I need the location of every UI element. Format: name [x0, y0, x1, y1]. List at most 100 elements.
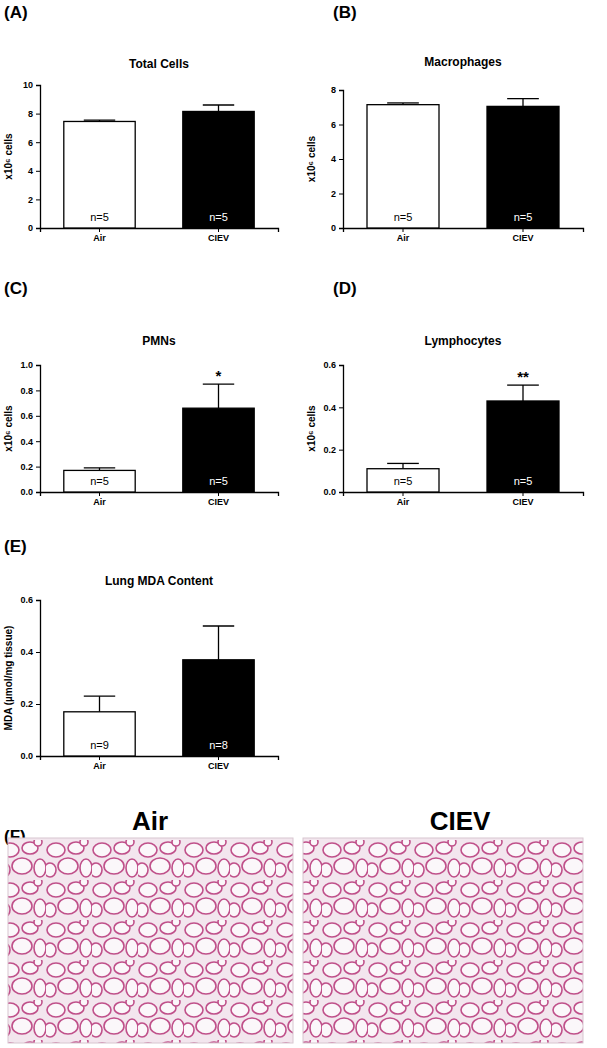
y-axis-title: x10⁶ cells — [306, 405, 317, 452]
y-tick-label: 0.4 — [20, 437, 33, 447]
error-bar — [387, 463, 419, 468]
y-tick: 0.2 — [20, 462, 40, 472]
n-label: n=5 — [90, 475, 109, 487]
bar — [64, 121, 135, 228]
panel: (D)Lymphocytes0.00.20.40.6x10⁶ cellsAirC… — [306, 279, 584, 507]
n-label: n=5 — [394, 475, 413, 487]
significance: ** — [517, 368, 529, 385]
y-tick-mark — [36, 467, 40, 468]
y-tick: 0.0 — [20, 751, 40, 761]
y-axis-title: x10⁶ cells — [306, 135, 317, 182]
image-label: Air — [132, 806, 168, 836]
y-tick-label: 0.0 — [323, 487, 336, 497]
y-axis-title: x10⁶ cells — [3, 133, 14, 180]
error-bar — [507, 99, 539, 107]
y-tick-mark — [36, 441, 40, 442]
error-cap — [507, 98, 539, 99]
y-tick-mark — [36, 416, 40, 417]
y-tick-mark — [36, 704, 40, 705]
y-tick: 1.0 — [20, 360, 40, 370]
n-label: n=9 — [90, 739, 109, 751]
y-axis-line — [36, 86, 41, 229]
significance: * — [216, 367, 222, 384]
y-axis-line — [36, 601, 41, 757]
y-tick-label: 8 — [28, 109, 33, 119]
y-tick-mark — [36, 600, 40, 601]
panel: (C)PMNs0.00.20.40.60.81.0x10⁶ cellsAirCI… — [3, 279, 279, 507]
y-tick-label: 0.8 — [20, 386, 33, 396]
y-tick-mark — [36, 365, 40, 366]
x-tick-label: CIEV — [208, 761, 229, 771]
y-tick-mark — [36, 492, 40, 493]
x-axis: AirCIEV — [41, 228, 279, 243]
panel: (A)Total Cells0246810x10⁶ cellsAirCIEVn=… — [3, 3, 279, 243]
y-tick-mark — [339, 90, 343, 91]
error-stem — [218, 105, 219, 111]
x-tick-label: Air — [397, 233, 410, 243]
y-tick: 4 — [331, 154, 343, 164]
y-tick: 6 — [28, 138, 40, 148]
x-tick-label: CIEV — [512, 233, 533, 243]
error-stem — [99, 696, 100, 712]
x-tick: Air — [397, 492, 410, 507]
y-tick-mark — [36, 390, 40, 391]
x-tick-label: CIEV — [512, 497, 533, 507]
y-tick-label: 0.4 — [20, 647, 33, 657]
x-tick-label: Air — [93, 497, 106, 507]
y-tick-label: 6 — [28, 138, 33, 148]
y-tick-label: 6 — [331, 120, 336, 130]
y-tick: 0.6 — [323, 360, 343, 370]
y-tick-mark — [36, 199, 40, 200]
y-tick-mark — [339, 228, 343, 229]
y-tick: 0 — [28, 223, 40, 233]
y-tick: 0.4 — [323, 403, 343, 413]
y-axis-line — [36, 366, 41, 493]
error-cap — [387, 102, 419, 103]
x-tick: CIEV — [208, 492, 229, 507]
panel-label: (C) — [4, 279, 28, 298]
y-tick-mark — [36, 85, 40, 86]
x-tick: Air — [397, 228, 410, 243]
y-tick-label: 0.2 — [323, 445, 336, 455]
y-tick: 0.8 — [20, 386, 40, 396]
y-tick-mark — [36, 171, 40, 172]
x-axis: Air CIEV — [41, 492, 279, 507]
y-tick-label: 0.2 — [20, 699, 33, 709]
x-tick-label: CIEV — [208, 233, 229, 243]
x-axis-line — [344, 493, 584, 497]
x-axis: Air CIEV — [344, 492, 584, 507]
error-stem — [402, 463, 403, 468]
x-axis-line — [41, 493, 279, 497]
bar — [367, 105, 439, 228]
chart-title: Total Cells — [129, 57, 189, 71]
error-bar — [507, 385, 539, 401]
x-tick: Air — [93, 756, 106, 771]
y-tick-label: 0.0 — [20, 487, 33, 497]
y-tick: 0.2 — [20, 699, 40, 709]
error-cap — [203, 625, 234, 626]
error-bar — [203, 626, 234, 660]
error-bar — [203, 105, 234, 111]
n-label: n=5 — [209, 475, 228, 487]
y-tick: 0.6 — [20, 411, 40, 421]
x-tick-label: CIEV — [208, 497, 229, 507]
bar — [183, 111, 254, 228]
plot-area — [64, 384, 254, 492]
y-tick: 0.0 — [323, 487, 343, 497]
y-tick: 0.0 — [20, 487, 40, 497]
y-tick-label: 4 — [28, 166, 33, 176]
y-tick: 4 — [28, 166, 40, 176]
x-tick: CIEV — [208, 228, 229, 243]
y-axis: 02468 — [331, 85, 344, 233]
y-tick-mark — [339, 194, 343, 195]
plot-area — [64, 626, 254, 756]
y-tick: 0.4 — [20, 647, 40, 657]
n-label: n=5 — [394, 211, 413, 223]
y-tick: 2 — [331, 189, 343, 199]
panel-label: (D) — [333, 279, 357, 298]
y-tick: 0.4 — [20, 437, 40, 447]
y-tick-mark — [36, 228, 40, 229]
error-cap — [84, 467, 115, 468]
chart-title: PMNs — [142, 334, 176, 348]
y-axis-line — [339, 91, 344, 229]
